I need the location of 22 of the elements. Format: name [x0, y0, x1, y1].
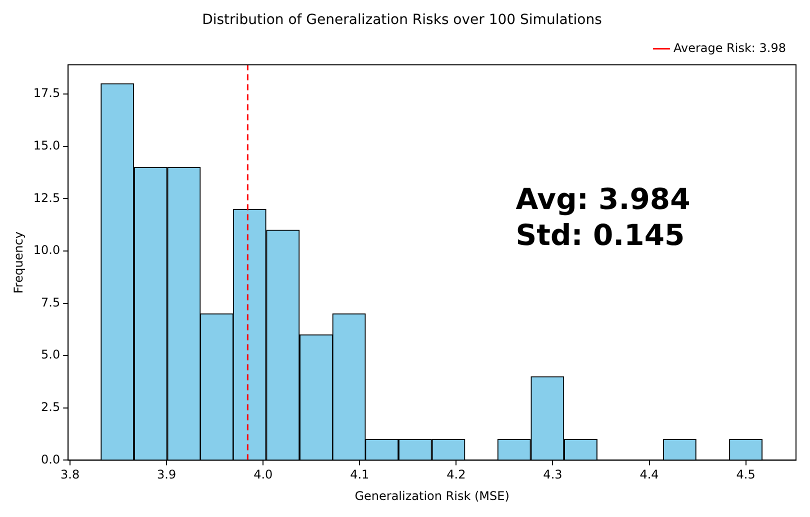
x-axis-title: Generalization Risk (MSE)	[354, 488, 510, 503]
y-tick-label: 15.0	[33, 138, 60, 153]
y-tick-label: 17.5	[33, 86, 60, 100]
x-tick-label: 4.1	[350, 468, 370, 482]
x-tick-label: 4.4	[640, 468, 659, 482]
x-tick-label: 4.5	[736, 468, 756, 482]
x-tick-label: 3.9	[157, 468, 176, 482]
y-axis-title: Frequency	[11, 232, 26, 294]
x-tick-label: 4.0	[254, 468, 273, 482]
annotation: Avg: 3.984	[516, 182, 690, 216]
y-tick-label: 10.0	[33, 243, 60, 258]
y-tick-label: 0.0	[41, 452, 60, 466]
y-tick-label: 2.5	[41, 400, 60, 414]
x-tick-label: 3.8	[60, 468, 80, 482]
legend-label: Average Risk: 3.98	[673, 40, 786, 55]
annotation: Std: 0.145	[516, 218, 685, 252]
y-tick-label: 7.5	[41, 295, 60, 310]
y-tick-label: 12.5	[33, 190, 60, 205]
x-tick-label: 4.2	[446, 468, 466, 482]
chart-title: Distribution of Generalization Risks over 100 Simulations	[202, 12, 602, 28]
x-tick-label: 4.3	[543, 468, 562, 482]
y-tick-label: 5.0	[41, 348, 60, 362]
